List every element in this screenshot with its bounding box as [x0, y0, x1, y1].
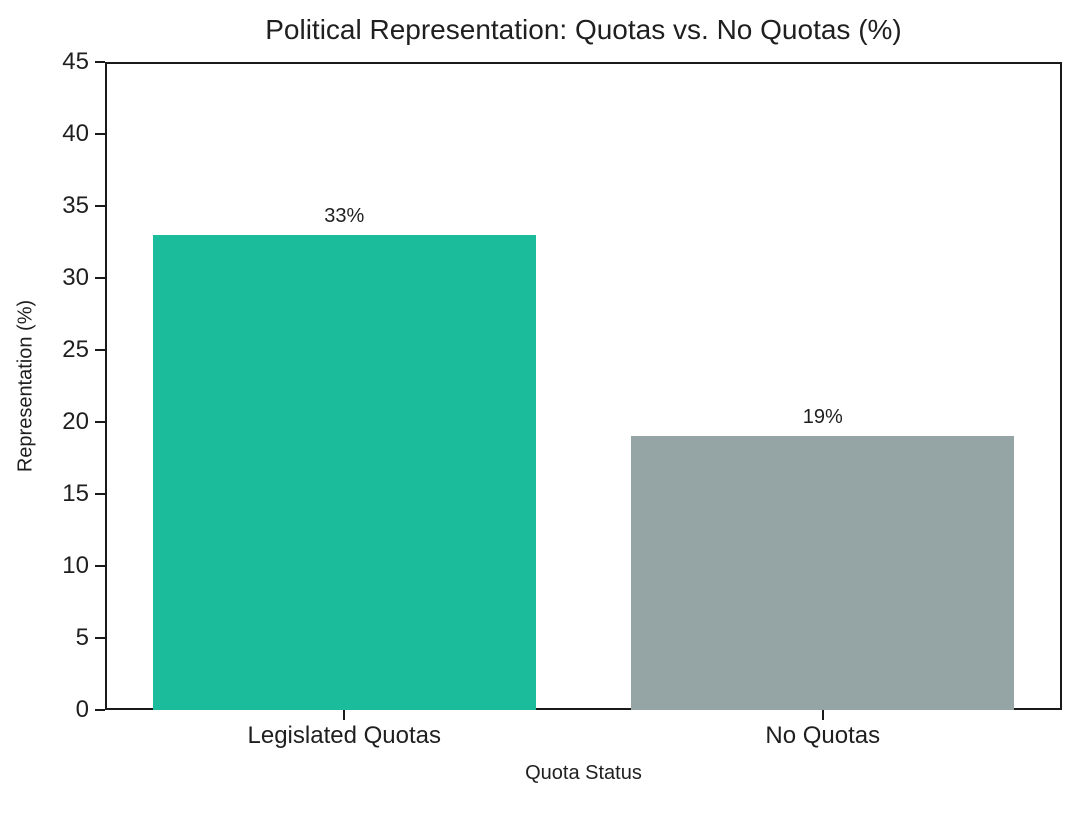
y-tick-label: 15: [62, 480, 89, 507]
y-axis-label: Representation (%): [14, 299, 37, 473]
x-tick-label: Legislated Quotas: [247, 722, 441, 749]
y-tick-label: 10: [62, 552, 89, 579]
bar-no-quotas: [631, 436, 1015, 710]
y-tick-mark: [95, 133, 105, 135]
y-tick-label: 35: [62, 192, 89, 219]
y-tick-label: 20: [62, 408, 89, 435]
x-tick-label: No Quotas: [765, 722, 881, 749]
x-tick-mark: [821, 710, 824, 720]
y-tick-mark: [95, 709, 105, 711]
y-tick-mark: [95, 61, 105, 63]
y-tick-label: 45: [62, 48, 89, 75]
y-tick-mark: [95, 637, 105, 639]
bar-legislated-quotas: [152, 234, 536, 710]
x-axis-label: Quota Status: [525, 762, 642, 784]
y-tick-mark: [95, 277, 105, 279]
y-tick-label: 5: [75, 624, 89, 651]
y-tick-label: 25: [62, 336, 89, 363]
y-tick-label: 0: [75, 696, 89, 723]
y-tick-mark: [95, 493, 105, 495]
y-tick-mark: [95, 349, 105, 351]
chart-title: Political Representation: Quotas vs. No …: [265, 14, 902, 45]
y-tick-label: 30: [62, 264, 89, 291]
y-tick-mark: [95, 205, 105, 207]
x-tick-mark: [343, 710, 346, 720]
bar-value-label: 33%: [324, 204, 365, 227]
bar-value-label: 19%: [802, 406, 843, 429]
y-tick-mark: [95, 421, 105, 423]
y-tick-label: 40: [62, 120, 89, 147]
y-tick-mark: [95, 565, 105, 567]
